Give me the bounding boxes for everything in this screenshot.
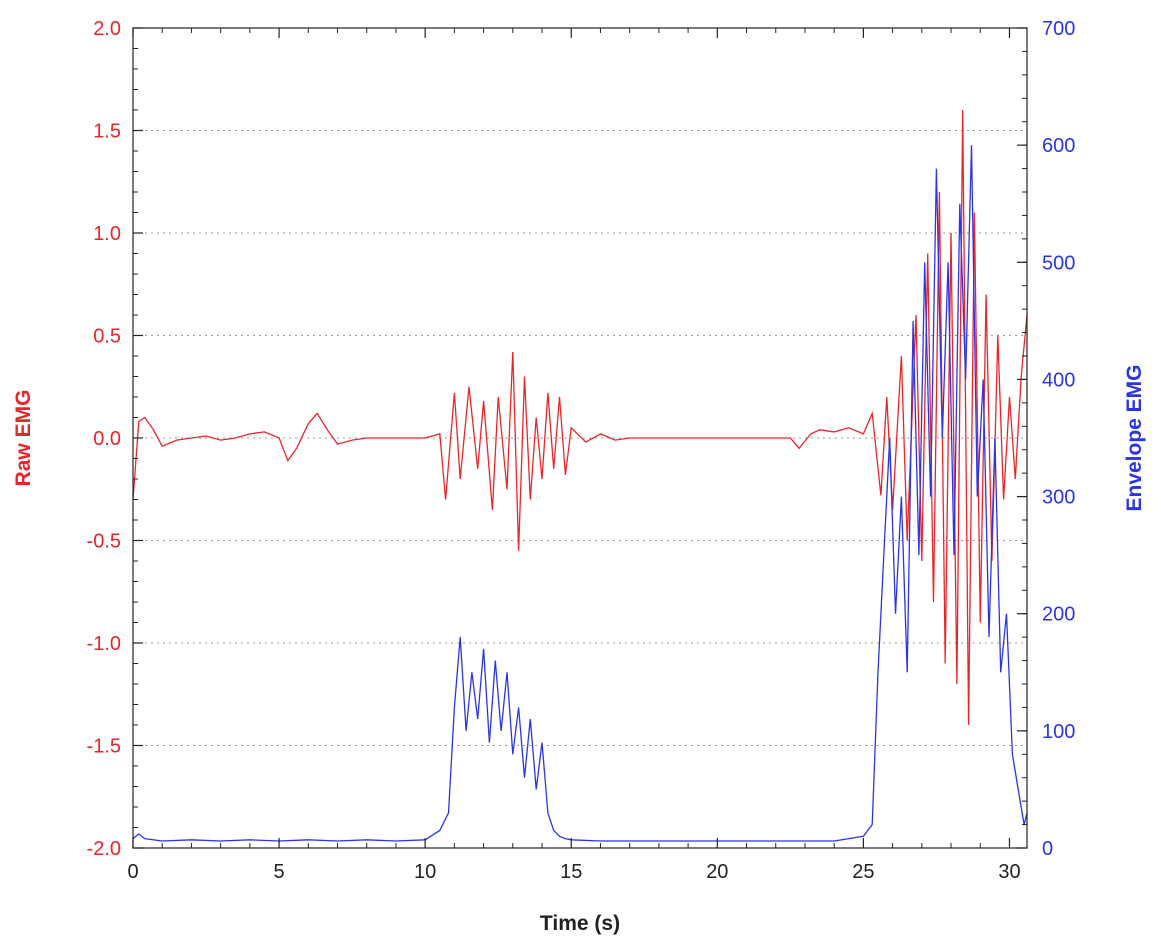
- left-y-tick-label: -2.0: [87, 838, 121, 860]
- left-y-tick-label: 0.0: [93, 428, 121, 450]
- axis-ticks: 0 5 10 15 20 25 30 -2.0 -1.5 -1.0 -0.5 0.0 0.5 1.0 1.5…: [87, 18, 1076, 883]
- left-y-tick-label: 1.5: [93, 121, 121, 143]
- x-tick-label: 5: [274, 861, 285, 883]
- x-tick-label: 20: [706, 861, 728, 883]
- left-y-tick-label: 0.5: [93, 326, 121, 348]
- envelope-emg-series-line: [132, 145, 1028, 842]
- x-tick-label: 0: [127, 861, 138, 883]
- right-y-tick-label: 0: [1042, 838, 1053, 860]
- series-layer: [132, 109, 1028, 842]
- right-y-tick-label: 100: [1042, 721, 1075, 743]
- right-y-tick-label: 200: [1042, 604, 1075, 626]
- right-y-tick-label: 400: [1042, 369, 1075, 391]
- left-y-tick-label: 2.0: [93, 18, 121, 40]
- x-tick-label: 15: [560, 861, 582, 883]
- right-y-tick-label: 300: [1042, 487, 1075, 509]
- right-y-tick-label: 500: [1042, 252, 1075, 274]
- raw-emg-series-line: [132, 109, 1028, 726]
- left-y-tick-label: -1.0: [87, 633, 121, 655]
- x-axis-label: Time (s): [540, 912, 620, 935]
- right-y-tick-label: 700: [1042, 18, 1075, 40]
- x-tick-label: 25: [852, 861, 874, 883]
- left-y-tick-label: -1.5: [87, 736, 121, 758]
- x-tick-label: 30: [998, 861, 1020, 883]
- right-y-tick-label: 600: [1042, 135, 1075, 157]
- right-y-axis-label: Envelope EMG: [1123, 364, 1146, 511]
- x-tick-label: 10: [414, 861, 436, 883]
- left-y-axis-label: Raw EMG: [12, 390, 35, 487]
- left-y-tick-label: -0.5: [87, 531, 121, 553]
- left-y-tick-label: 1.0: [93, 223, 121, 245]
- plot-frame: [132, 27, 1028, 849]
- gridlines: [133, 130, 1027, 746]
